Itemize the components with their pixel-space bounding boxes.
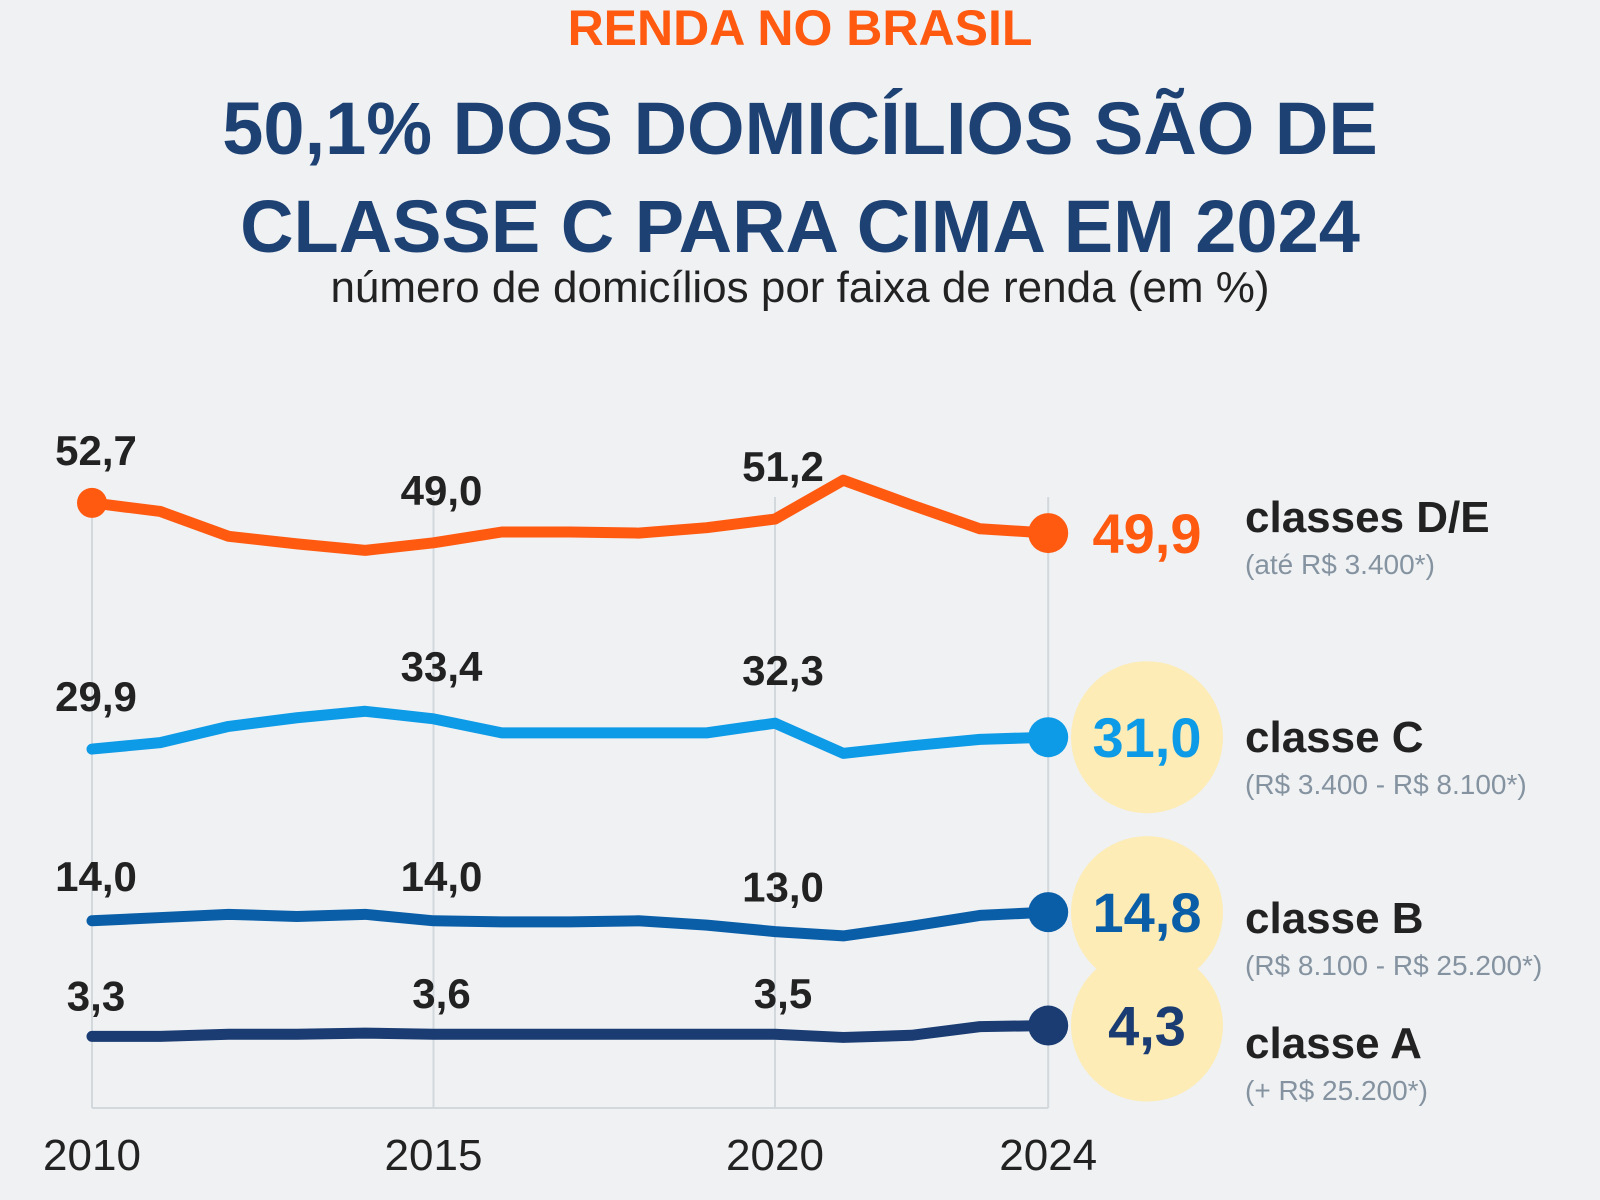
series-range-de: (até R$ 3.400*) — [1245, 549, 1435, 580]
end-point-c — [1028, 717, 1069, 758]
x-tick-label-2020: 2020 — [726, 1131, 824, 1180]
headline-line-2: CLASSE C PARA CIMA EM 2024 — [240, 185, 1360, 268]
x-tick-label-2024: 2024 — [999, 1131, 1097, 1180]
headline: 50,1% DOS DOMICÍLIOS SÃO DE CLASSE C PAR… — [0, 80, 1600, 276]
highlight-circle-c — [1071, 661, 1223, 814]
series-name-a: classe A — [1245, 1019, 1422, 1068]
end-point-a — [1028, 1005, 1069, 1046]
series-line-c — [86, 705, 1054, 759]
data-label-b-2020: 13,0 — [742, 864, 824, 911]
series-line-b — [86, 906, 1054, 942]
end-value-c: 31,0 — [1093, 706, 1202, 769]
kicker: RENDA NO BRASIL — [567, 0, 1033, 56]
series-line-a — [86, 1020, 1054, 1043]
end-point-de — [1028, 513, 1069, 554]
data-label-c-2010: 29,9 — [55, 673, 137, 720]
data-label-b-2015: 14,0 — [401, 853, 483, 900]
x-tick-label-2010: 2010 — [43, 1131, 141, 1180]
data-label-de-2020: 51,2 — [742, 443, 824, 490]
end-point-b — [1028, 892, 1069, 933]
highlight-circle-b — [1071, 836, 1223, 989]
x-tick-label-2015: 2015 — [385, 1131, 483, 1180]
data-label-c-2015: 33,4 — [401, 643, 483, 690]
highlight-circle-a — [1071, 949, 1223, 1102]
end-value-a: 4,3 — [1108, 995, 1186, 1058]
series-range-c: (R$ 3.400 - R$ 8.100*) — [1245, 769, 1527, 800]
end-value-de: 49,9 — [1093, 502, 1202, 565]
series-name-de: classes D/E — [1245, 493, 1490, 542]
data-label-c-2020: 32,3 — [742, 647, 824, 694]
subtitle: número de domicílios por faixa de renda … — [330, 263, 1270, 312]
end-value-b: 14,8 — [1093, 881, 1202, 944]
series-line-de — [86, 474, 1054, 556]
data-label-a-2015: 3,6 — [412, 970, 470, 1017]
data-label-b-2010: 14,0 — [55, 853, 137, 900]
data-label-a-2020: 3,5 — [754, 970, 812, 1017]
series-range-a: (+ R$ 25.200*) — [1245, 1075, 1428, 1106]
start-point-de — [77, 487, 107, 518]
data-label-de-2015: 49,0 — [401, 467, 483, 514]
data-label-a-2010: 3,3 — [67, 972, 125, 1019]
data-label-de-2010: 52,7 — [55, 427, 137, 474]
series-range-b: (R$ 8.100 - R$ 25.200*) — [1245, 950, 1542, 981]
series-name-b: classe B — [1245, 894, 1424, 943]
headline-line-1: 50,1% DOS DOMICÍLIOS SÃO DE — [222, 87, 1378, 170]
series-name-c: classe C — [1245, 713, 1424, 762]
